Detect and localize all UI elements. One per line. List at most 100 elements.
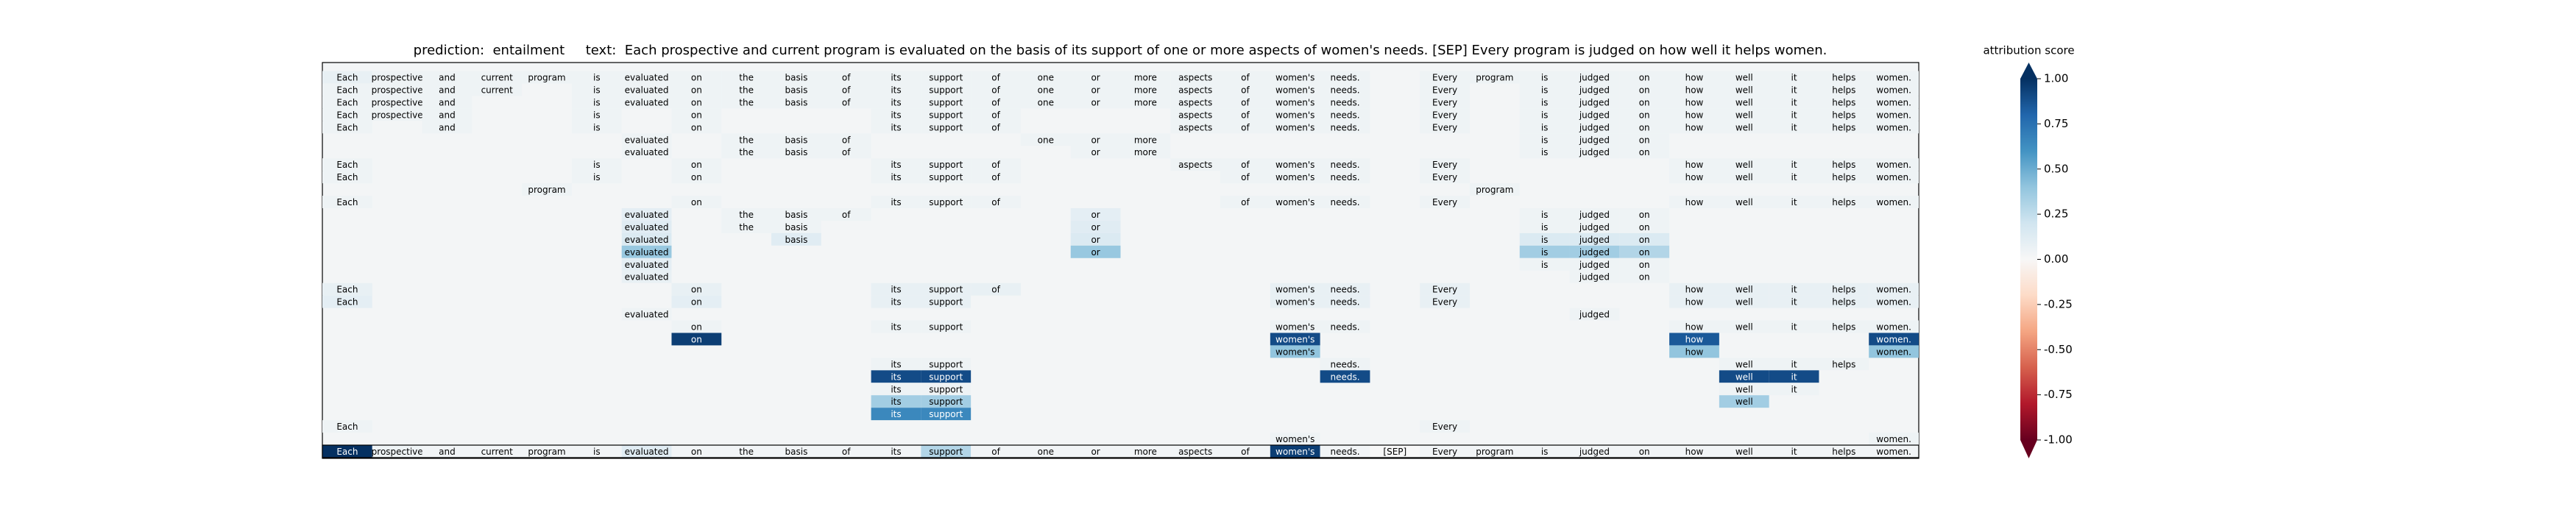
token-label: support xyxy=(929,372,963,382)
attribution-cell xyxy=(871,196,921,208)
attribution-cell xyxy=(621,83,672,96)
attribution-cell xyxy=(1070,71,1121,84)
token-label: women. xyxy=(1876,172,1911,182)
token-label: well xyxy=(1735,359,1753,369)
attribution-cell xyxy=(1619,133,1670,146)
attribution-cell xyxy=(1869,83,1919,96)
attribution-cell xyxy=(1819,445,1869,458)
attribution-cell xyxy=(1469,183,1520,196)
attribution-cell xyxy=(1669,171,1719,184)
attribution-cell xyxy=(1320,320,1370,333)
token-label: of xyxy=(1241,110,1250,120)
token-label: helps xyxy=(1832,85,1855,95)
token-label: support xyxy=(929,297,963,308)
attribution-cell xyxy=(1869,196,1919,208)
attribution-cell xyxy=(1270,71,1320,84)
attribution-cell xyxy=(621,445,672,458)
attribution-cell xyxy=(821,71,871,84)
attribution-cell xyxy=(1120,445,1171,458)
token-label: needs. xyxy=(1330,285,1359,295)
attribution-cell xyxy=(921,370,972,383)
attribution-cell xyxy=(1769,171,1819,184)
attribution-cell xyxy=(1619,207,1670,221)
attribution-cell xyxy=(1769,445,1819,458)
colorbar-tick-label: -0.25 xyxy=(2044,297,2073,310)
attribution-cell xyxy=(621,232,672,246)
attribution-cell xyxy=(671,445,722,458)
attribution-cell xyxy=(1320,121,1370,134)
token-label: is xyxy=(1541,135,1549,145)
token-label: is xyxy=(1541,147,1549,157)
token-label: support xyxy=(929,97,963,107)
token-label: needs. xyxy=(1330,447,1359,457)
token-label: basis xyxy=(785,73,808,83)
token-label: basis xyxy=(785,85,808,95)
attribution-cell xyxy=(1869,295,1919,308)
token-label: it xyxy=(1791,97,1797,107)
attribution-cell xyxy=(1469,71,1520,84)
attribution-cell xyxy=(921,96,972,109)
attribution-cell xyxy=(1020,445,1071,458)
attribution-cell xyxy=(571,121,622,134)
token-label: judged xyxy=(1579,147,1610,157)
attribution-cell xyxy=(1569,245,1620,258)
token-label: on xyxy=(1639,235,1650,245)
colorbar-tick-label: -0.50 xyxy=(2044,343,2073,356)
attribution-cell xyxy=(322,420,372,433)
attribution-cell xyxy=(1020,83,1071,96)
attribution-cell xyxy=(1769,121,1819,134)
token-label: judged xyxy=(1579,272,1610,283)
attribution-cell xyxy=(1719,283,1769,296)
token-label: well xyxy=(1735,397,1753,407)
attribution-cell xyxy=(1619,83,1670,96)
token-label: needs. xyxy=(1330,297,1359,308)
attribution-cell xyxy=(771,146,821,159)
token-label: on xyxy=(691,85,702,95)
token-label: basis xyxy=(785,210,808,220)
attribution-cell xyxy=(971,108,1021,121)
token-label: women. xyxy=(1876,285,1911,295)
token-label: helps xyxy=(1832,172,1855,182)
attribution-cell xyxy=(921,196,972,208)
token-label: needs. xyxy=(1330,110,1359,120)
attribution-cell xyxy=(522,71,572,84)
token-label: [SEP] xyxy=(1383,447,1406,457)
attribution-cell xyxy=(1220,71,1270,84)
attribution-cell xyxy=(1619,96,1670,109)
token-label: its xyxy=(891,447,901,457)
token-label: its xyxy=(891,384,901,394)
attribution-cell xyxy=(1569,71,1620,84)
token-label: prospective xyxy=(372,110,423,120)
token-label: its xyxy=(891,285,901,295)
attribution-cell xyxy=(322,171,372,184)
attribution-cell xyxy=(1719,121,1769,134)
token-label: more xyxy=(1134,97,1157,107)
attribution-cell xyxy=(1519,445,1570,458)
attribution-cell xyxy=(721,71,772,84)
attribution-cell xyxy=(1270,171,1320,184)
attribution-cell xyxy=(671,108,722,121)
token-label: how xyxy=(1685,197,1704,207)
attribution-cell xyxy=(1819,358,1869,371)
token-label: program xyxy=(1476,447,1513,457)
token-label: one xyxy=(1038,447,1054,457)
token-label: is xyxy=(1541,447,1549,457)
token-label: women's xyxy=(1275,85,1314,95)
token-label: women. xyxy=(1876,160,1911,170)
attribution-cell xyxy=(871,383,921,396)
attribution-cell xyxy=(522,183,572,196)
attribution-cell xyxy=(1669,158,1719,171)
attribution-cell xyxy=(322,96,372,109)
attribution-cell xyxy=(1420,171,1470,184)
token-label: support xyxy=(929,122,963,132)
attribution-cell xyxy=(1220,121,1270,134)
attribution-cell xyxy=(422,121,473,134)
attribution-cell xyxy=(1569,83,1620,96)
attribution-cell xyxy=(1519,108,1570,121)
token-label: Every xyxy=(1432,160,1457,170)
attribution-cell xyxy=(1619,270,1670,283)
token-label: women. xyxy=(1876,85,1911,95)
token-label: Every xyxy=(1432,172,1457,182)
token-label: women's xyxy=(1275,122,1314,132)
attribution-cell xyxy=(1320,445,1370,458)
